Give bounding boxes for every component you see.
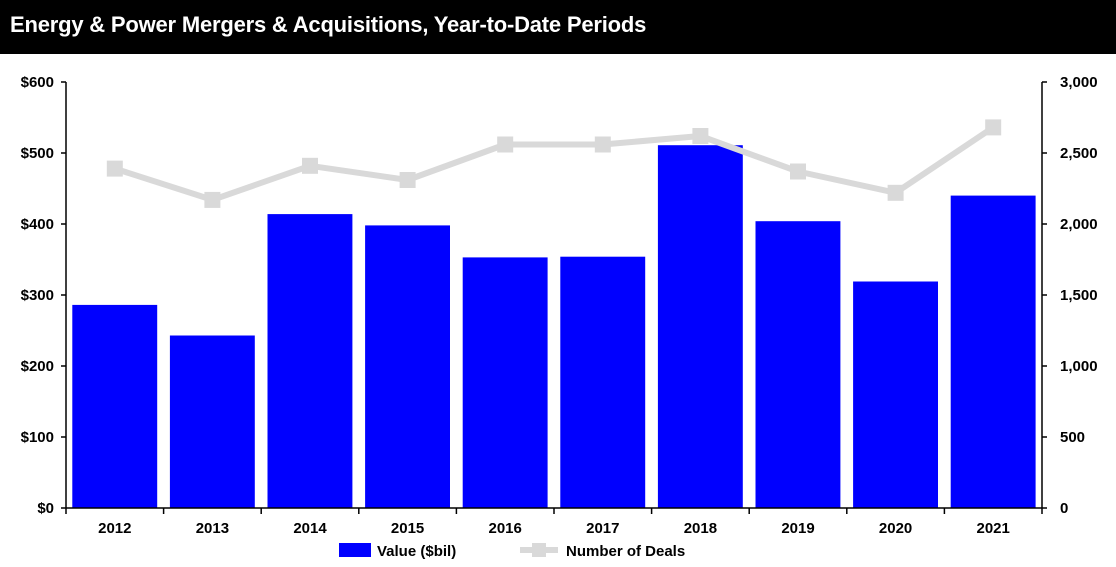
bars-layer: [72, 145, 1036, 508]
y-right-tick-label: 2,000: [1060, 216, 1098, 233]
y-right-tick-label: 1,000: [1060, 358, 1098, 375]
bar-2012: [72, 304, 158, 508]
x-tick-label-2012: 2012: [98, 520, 131, 537]
x-tick-label-2020: 2020: [879, 520, 912, 537]
deals-point-2015: [399, 172, 416, 188]
bar-2015: [365, 225, 450, 508]
y-left-tick-label: $400: [21, 216, 54, 233]
bar-2014: [267, 214, 353, 508]
deals-point-2012: [106, 160, 123, 177]
y-right-tick-label: 500: [1060, 429, 1085, 446]
legend-label-value: Value ($bil): [377, 543, 456, 560]
y-left-tick-label: $0: [37, 500, 54, 517]
bar-2019: [755, 221, 841, 508]
x-tick-label-2017: 2017: [586, 520, 619, 537]
deals-point-2021: [985, 119, 1002, 136]
y-right-tick-label: 2,500: [1060, 145, 1098, 162]
x-tick-label-2021: 2021: [977, 520, 1010, 537]
legend-swatch-marker: [532, 543, 546, 557]
deals-line: [113, 124, 995, 203]
y-right-tick-label: 0: [1060, 500, 1068, 517]
legend-swatch-bar: [339, 543, 371, 557]
bar-2021: [950, 195, 1036, 508]
bar-2013: [169, 335, 255, 508]
deals-point-2013: [204, 191, 221, 208]
legend: Value ($bil) Number of Deals: [339, 543, 685, 560]
x-tick-label-2019: 2019: [781, 520, 814, 537]
x-tick-label-2014: 2014: [293, 520, 327, 537]
x-tick-label-2015: 2015: [391, 520, 424, 537]
y-left-tick-label: $500: [21, 145, 54, 162]
bar-2020: [853, 281, 938, 508]
deals-point-2017: [594, 136, 611, 153]
y-left-tick-label: $300: [21, 287, 54, 304]
y-left-tick-label: $100: [21, 429, 54, 446]
title-bar: Energy & Power Mergers & Acquisitions, Y…: [0, 0, 1116, 54]
deals-point-2014: [302, 157, 318, 174]
deals-point-2020: [887, 184, 904, 201]
deals-point-2018: [692, 128, 709, 144]
deals-point-2019: [790, 163, 806, 180]
y-left-tick-label: $600: [21, 74, 54, 91]
axes-layer: $0 $100 $200 $300 $400 $500 $600 0 500 1,000 1,500…: [21, 74, 1098, 537]
x-tick-label-2013: 2013: [196, 520, 229, 537]
chart-title: Energy & Power Mergers & Acquisitions, Y…: [10, 12, 647, 37]
y-left-tick-label: $200: [21, 358, 54, 375]
legend-label-deals: Number of Deals: [566, 543, 685, 560]
x-tick-label-2018: 2018: [684, 520, 717, 537]
deals-point-2016: [497, 136, 514, 153]
bar-2016: [462, 257, 548, 508]
y-right-tick-label: 1,500: [1060, 287, 1098, 304]
y-right-tick-label: 3,000: [1060, 74, 1098, 91]
line-layer: [106, 119, 1002, 208]
bar-2018: [657, 145, 743, 508]
bar-2017: [560, 256, 646, 508]
x-tick-label-2016: 2016: [489, 520, 522, 537]
